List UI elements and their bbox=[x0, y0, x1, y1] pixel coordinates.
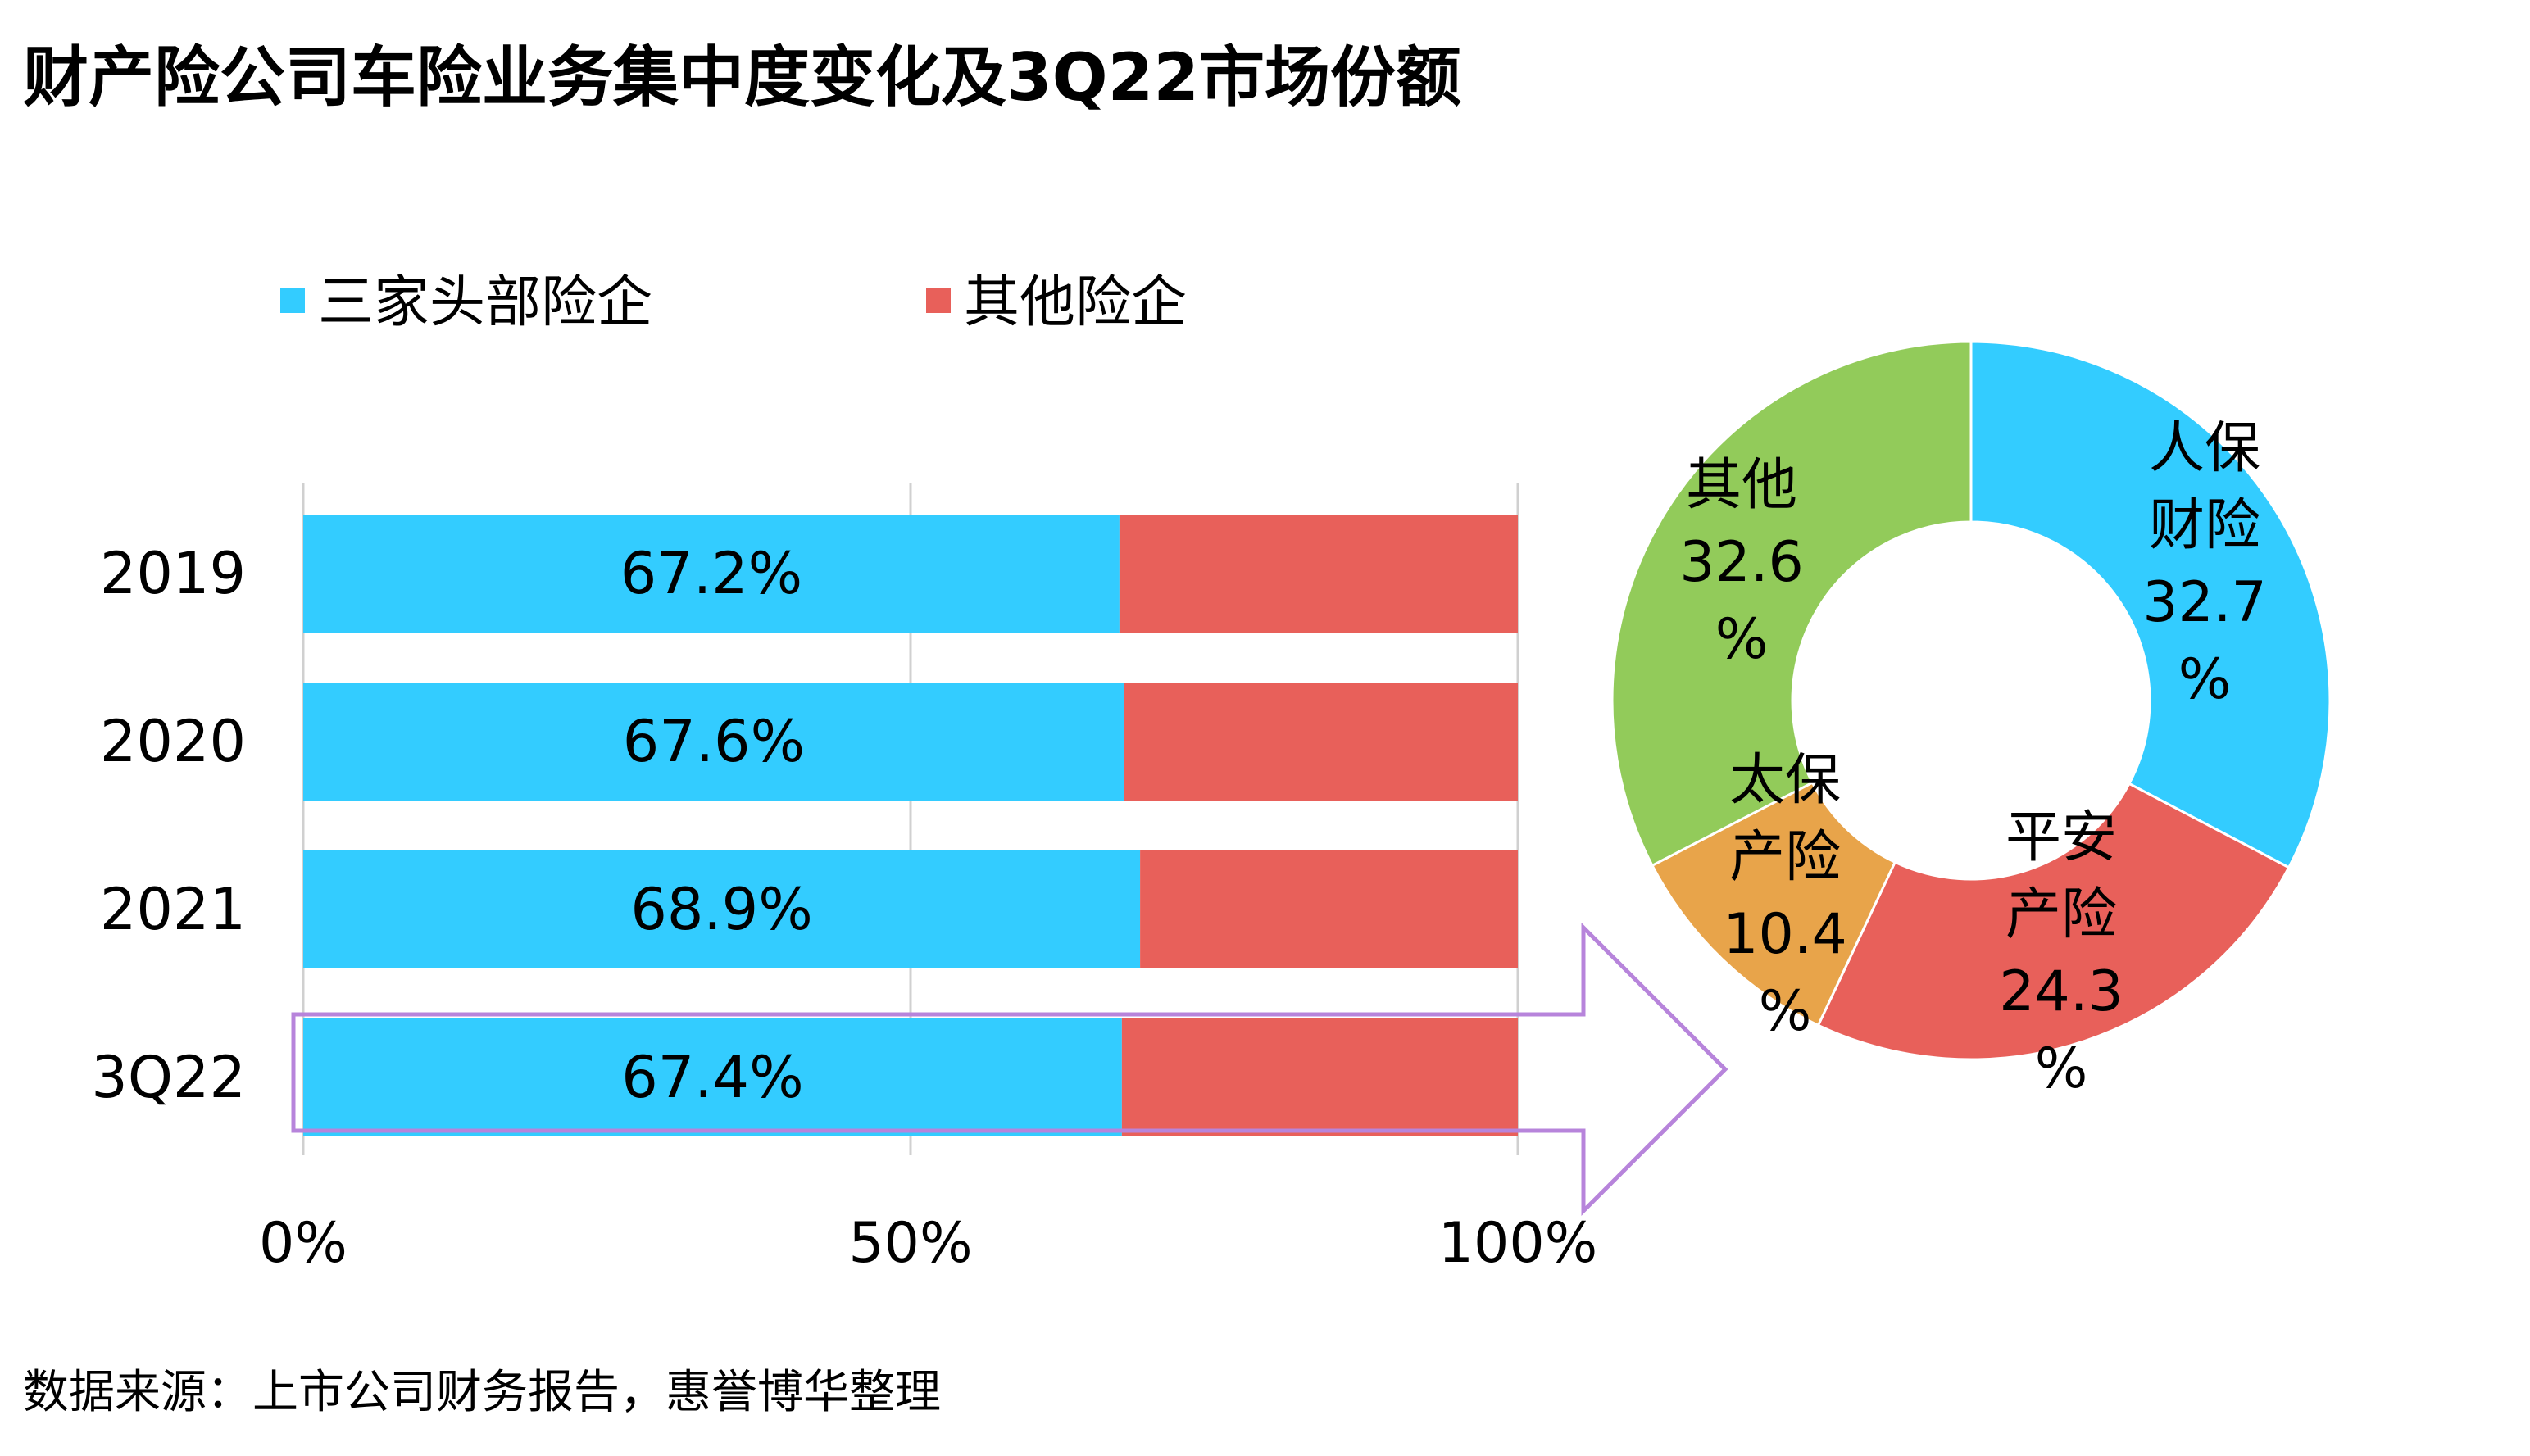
bar-others-2021 bbox=[1140, 850, 1518, 968]
category-label-2021: 2021 bbox=[100, 876, 246, 943]
data-label-2019: 67.2% bbox=[620, 540, 802, 607]
legend-label-others: 其他险企 bbox=[964, 270, 1187, 335]
stacked-bar-chart: 67.2% 2019 67.6% 2020 68.9% 2021 67.4% 3Q22 0% 50… bbox=[91, 483, 1728, 1276]
category-label-2019: 2019 bbox=[100, 540, 246, 607]
bar-top3-2020 bbox=[303, 683, 1124, 801]
category-label-2020: 2020 bbox=[100, 708, 246, 775]
bar-top3-2021 bbox=[303, 850, 1141, 968]
data-label-2020: 67.6% bbox=[623, 708, 805, 775]
legend-label-top3: 三家头部险企 bbox=[318, 270, 652, 335]
donut-slice-3 bbox=[1610, 340, 1973, 868]
donut-slice-2 bbox=[1650, 781, 1897, 1027]
donut-chart: 人保财险 32.7 %平安产险 24.3 % 太保产险 10.4 % 其他 32.6% bbox=[1610, 340, 2332, 1101]
bar-others-2020 bbox=[1124, 683, 1518, 801]
bar-others-2019 bbox=[1119, 515, 1518, 633]
donut-slice-1 bbox=[1816, 782, 2291, 1061]
legend-swatch-top3 bbox=[280, 288, 305, 313]
bar-top3-2019 bbox=[303, 515, 1120, 633]
x-tick-label-1: 50% bbox=[848, 1211, 972, 1276]
donut-label-0: 人保财险 32.7% bbox=[2142, 416, 2266, 712]
donut-label-3: 其他 32.6% bbox=[1679, 453, 1803, 672]
source-note: 数据来源：上市公司财务报告，惠誉博华整理 bbox=[23, 1366, 941, 1419]
data-label-3Q22: 67.4% bbox=[621, 1044, 803, 1111]
category-label-3Q22: 3Q22 bbox=[91, 1044, 246, 1111]
x-tick-label-0: 0% bbox=[259, 1211, 347, 1276]
bar-top3-3Q22 bbox=[303, 1018, 1122, 1136]
legend: 三家头部险企 其他险企 bbox=[280, 270, 1187, 335]
bar-others-3Q22 bbox=[1121, 1018, 1518, 1136]
highlight-arrow bbox=[291, 922, 1728, 1217]
x-tick-label-2: 100% bbox=[1438, 1211, 1597, 1276]
data-label-2021: 68.9% bbox=[630, 876, 812, 943]
legend-swatch-others bbox=[926, 288, 951, 313]
donut-label-2: 太保产险 10.4% bbox=[1723, 748, 1846, 1044]
donut-label-1: 平安产险 24.3% bbox=[1999, 805, 2123, 1101]
donut-slice-0 bbox=[1969, 340, 2332, 869]
chart-title: 财产险公司车险业务集中度变化及3Q22市场份额 bbox=[23, 39, 1461, 116]
